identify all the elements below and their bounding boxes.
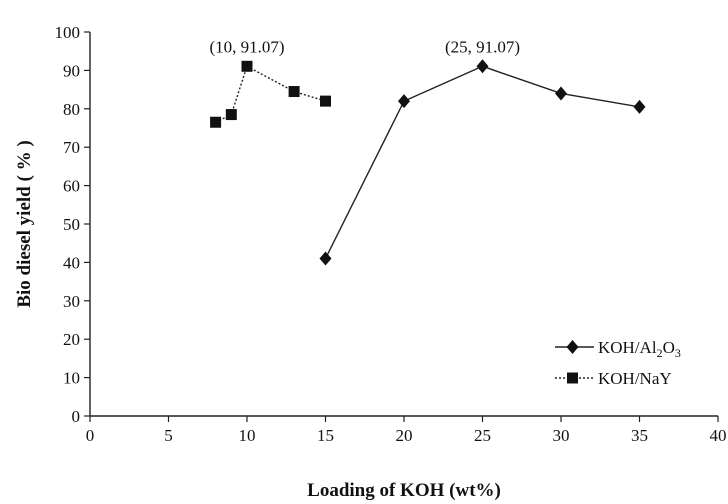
legend-item: KOH/Al2O3 (555, 338, 681, 360)
x-tick-label: 5 (164, 426, 173, 445)
x-tick-label: 20 (396, 426, 413, 445)
annotation-label: (25, 91.07) (445, 37, 520, 56)
square-marker (320, 95, 331, 107)
square-marker (288, 86, 300, 98)
legend: KOH/Al2O3 KOH/NaY (555, 338, 681, 388)
series-layer (210, 59, 646, 266)
y-tick-label: 10 (63, 369, 80, 388)
diamond-marker (566, 340, 579, 354)
y-tick-label: 60 (63, 177, 80, 196)
square-marker (210, 116, 222, 128)
legend-label: KOH/NaY (598, 369, 672, 388)
legend-item: KOH/NaY (555, 369, 672, 388)
series-koh-nay (210, 60, 331, 128)
y-tick-label: 80 (63, 100, 80, 119)
y-tick-label: 90 (63, 61, 80, 80)
x-tick-label: 30 (553, 426, 570, 445)
y-ticks: 0 10 20 30 40 50 60 70 80 90 100 (55, 23, 90, 426)
x-tick-label: 25 (474, 426, 491, 445)
x-tick-label: 10 (239, 426, 256, 445)
y-tick-label: 30 (63, 292, 80, 311)
diamond-marker (633, 99, 646, 114)
x-ticks: 0 5 10 15 20 25 30 35 40 (86, 416, 727, 445)
diamond-marker (398, 94, 410, 109)
square-marker (241, 60, 253, 72)
series-line (324, 65, 640, 259)
square-marker (225, 109, 237, 121)
diamond-marker (476, 59, 489, 74)
y-tick-label: 20 (63, 330, 80, 349)
y-tick-label: 100 (55, 23, 81, 42)
x-axis-label: Loading of KOH (wt%) (307, 480, 501, 501)
x-tick-label: 15 (317, 426, 334, 445)
x-tick-label: 35 (631, 426, 648, 445)
diamond-marker (319, 251, 332, 266)
y-tick-label: 40 (63, 253, 80, 272)
x-tick-label: 0 (86, 426, 95, 445)
y-tick-label: 70 (63, 138, 80, 157)
y-axis-label: Bio diesel yield ( % ) (14, 140, 35, 307)
axes (89, 32, 718, 417)
series-koh-al2o3 (319, 59, 646, 266)
y-tick-label: 50 (63, 215, 80, 234)
legend-label: KOH/Al2O3 (598, 338, 681, 360)
diamond-marker (555, 86, 567, 101)
annotations: (10, 91.07) (25, 91.07) (209, 37, 520, 56)
square-marker (567, 372, 578, 384)
annotation-label: (10, 91.07) (209, 37, 284, 56)
y-tick-label: 0 (72, 407, 81, 426)
x-tick-label: 40 (710, 426, 727, 445)
